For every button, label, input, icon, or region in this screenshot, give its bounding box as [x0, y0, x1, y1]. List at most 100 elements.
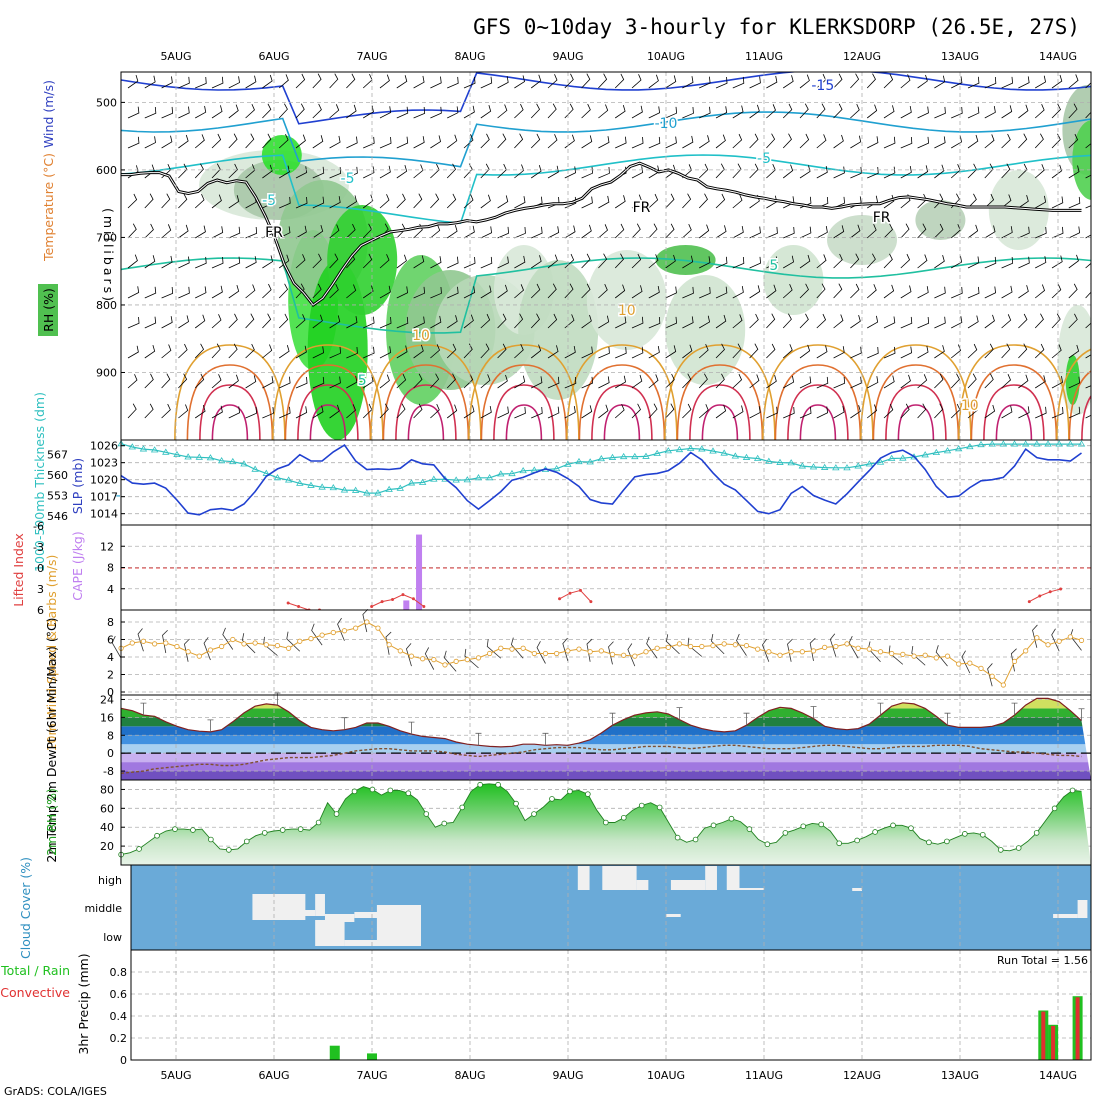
wind-barb: [497, 374, 508, 389]
wind-barb: [413, 106, 426, 119]
cloud-cover-block: [315, 920, 345, 946]
wind-barb: [850, 405, 861, 419]
thickness-point: [586, 458, 594, 465]
rh-point: [441, 820, 448, 827]
wind-speed-point: [967, 660, 973, 666]
wind-barb: [1034, 133, 1044, 149]
thickness-point: [865, 460, 874, 467]
wind-barb: [346, 73, 356, 89]
wind-barb: [413, 373, 423, 389]
wind-barb: [514, 255, 526, 269]
wind-barb: [211, 374, 222, 389]
contour-label: 5: [358, 373, 367, 389]
wind-barb: [732, 194, 743, 209]
wind-speed-point: [375, 625, 381, 631]
wind-barb: [1034, 375, 1046, 389]
wind-barb: [934, 255, 945, 269]
wind-barb: [732, 343, 742, 359]
wind-barb: [362, 375, 374, 389]
wind-barb: [682, 135, 694, 149]
wind-barb: [245, 406, 258, 419]
thickness-point: [899, 454, 907, 461]
wind-speed-point: [810, 648, 817, 654]
wind-10m-barb: [443, 650, 457, 672]
rh-point: [997, 847, 1004, 853]
rh-point: [531, 811, 537, 817]
warm-contour: [787, 384, 849, 440]
thickness-point: [139, 445, 148, 452]
wind-barb: [631, 346, 644, 359]
thickness-point: [430, 475, 438, 482]
wind-barb: [362, 223, 373, 239]
wind-10m-barb: [111, 636, 122, 659]
wind-barb: [698, 163, 709, 179]
top-date-label: 9AUG: [552, 50, 583, 63]
warm-contour: [211, 404, 249, 440]
wind-barb: [665, 223, 675, 239]
wind-barb: [615, 136, 627, 149]
bottom-date-label: 11AUG: [745, 1069, 783, 1082]
wind-speed-point: [788, 649, 794, 655]
wind-barb: [211, 256, 224, 269]
precip-total-bar: [367, 1053, 377, 1060]
thickness-point: [698, 445, 706, 452]
wind-barb: [480, 374, 491, 389]
thickness-point: [787, 459, 795, 466]
wind-barb: [816, 345, 828, 359]
wind-barb: [984, 314, 995, 329]
cloud-cover-panel: high middle low Cloud Cover (%): [18, 857, 1092, 959]
rh-point: [728, 815, 735, 822]
temperature-band: [121, 735, 1091, 745]
wind-barb: [732, 163, 742, 179]
wind-barb: [682, 223, 692, 239]
wind-barb: [833, 103, 843, 119]
wind-barb: [547, 74, 558, 89]
thickness-point: [876, 458, 885, 465]
wind-barb: [228, 256, 241, 269]
rh-point: [208, 836, 214, 843]
warm-contour: [860, 344, 972, 440]
wind-barb: [262, 283, 272, 299]
wind-barb: [379, 346, 392, 359]
wind-barb: [447, 76, 459, 89]
wind-barb: [430, 224, 441, 239]
wind-barb: [262, 196, 274, 209]
cloud-cover-block: [636, 880, 649, 890]
wind-barb: [1051, 375, 1064, 389]
wind-barb: [1068, 406, 1081, 419]
wind-barb: [480, 163, 490, 179]
wind-barb: [631, 223, 641, 239]
wind-10m-barb: [222, 627, 234, 650]
wind-barb: [463, 373, 474, 389]
wind-barb: [833, 166, 845, 179]
wind-barb: [1034, 284, 1046, 299]
thickness-point: [564, 460, 572, 467]
wind-barb: [850, 315, 861, 329]
warm-contour: [395, 384, 457, 440]
wind-barb: [262, 406, 274, 419]
wind-barb: [547, 406, 560, 419]
cloud-cover-block: [1053, 914, 1078, 918]
wind-barb: [463, 105, 475, 119]
wind-barb: [178, 224, 189, 239]
wind-barb: [850, 253, 860, 269]
thickness-point: [162, 448, 170, 455]
rh-shade-blob: [988, 170, 1049, 250]
wind-barb: [799, 313, 809, 329]
wind-barb: [682, 255, 694, 269]
thickness-point: [943, 447, 952, 454]
thickness-point: [776, 458, 784, 465]
wind-barb: [480, 226, 493, 239]
wind-10m-barb: [687, 637, 703, 657]
wind-barb: [1051, 133, 1061, 149]
wind-barb: [917, 345, 929, 359]
top-date-label: 5AUG: [160, 50, 191, 63]
cloud-cover-block: [726, 866, 740, 890]
wind-barb: [278, 313, 289, 329]
wind-barb: [363, 136, 375, 149]
wind-barb: [413, 286, 426, 299]
warm-contour: [480, 364, 568, 440]
wind-barb: [1051, 103, 1061, 119]
contour-label: 5: [769, 258, 778, 274]
